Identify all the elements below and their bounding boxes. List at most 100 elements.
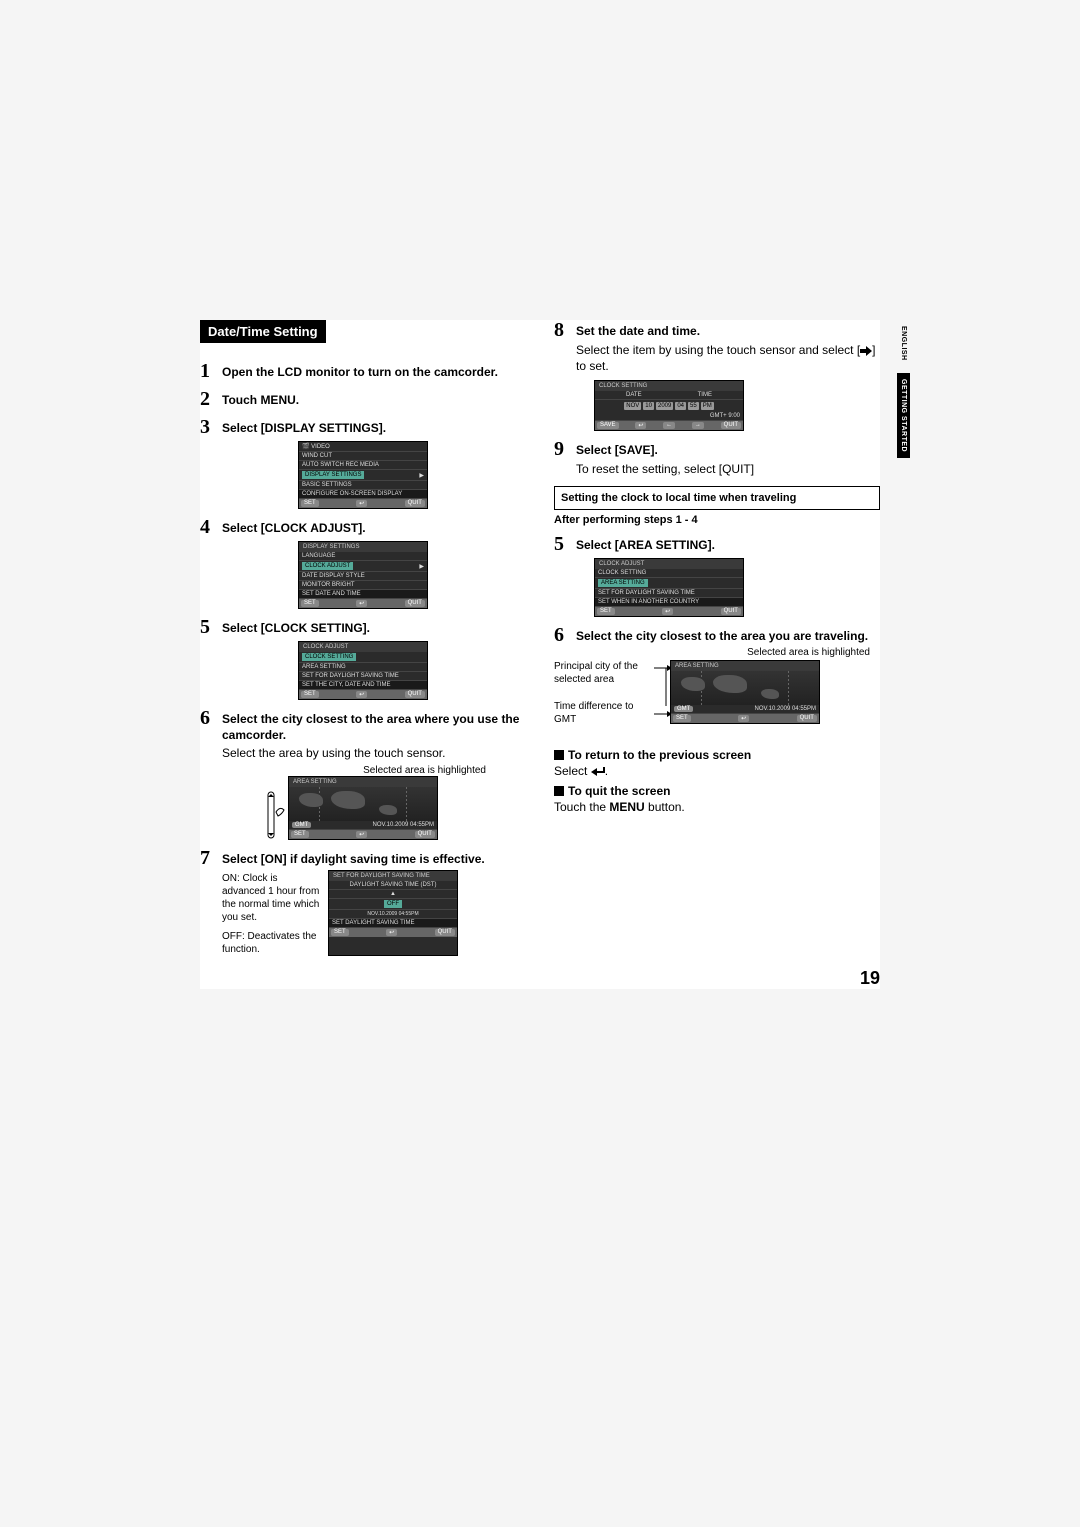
step-text: Select [CLOCK ADJUST]. — [222, 517, 366, 537]
lcd-set-button: SET — [331, 929, 349, 936]
lcd-timestamp: NOV.10.2009 04:55PM — [755, 706, 817, 712]
step-text: Select [ON] if daylight saving time is e… — [222, 848, 485, 868]
after-steps-note: After performing steps 1 - 4 — [554, 514, 880, 526]
return-icon — [591, 767, 605, 777]
step-3: 3 Select [DISPLAY SETTINGS]. — [200, 417, 526, 437]
step-number: 1 — [200, 361, 218, 381]
step-text: Select [SAVE]. — [576, 439, 658, 459]
lcd-title: DISPLAY SETTINGS — [299, 542, 427, 552]
lcd-row-highlighted: CLOCK SETTING — [302, 653, 356, 661]
square-bullet-icon — [554, 750, 564, 760]
lcd-clock-setting: CLOCK ADJUST CLOCK SETTING AREA SETTING … — [298, 641, 428, 700]
label-time-diff: Time difference to GMT — [554, 700, 644, 726]
step-5b: 5 Select [AREA SETTING]. — [554, 534, 880, 554]
lcd-row: SET THE CITY, DATE AND TIME — [302, 682, 390, 688]
lcd-row: AUTO SWITCH REC MEDIA — [302, 462, 379, 468]
step-number: 5 — [554, 534, 572, 554]
label-principal-city: Principal city of the selected area — [554, 660, 644, 686]
left-column: Date/Time Setting 1 Open the LCD monitor… — [200, 320, 526, 956]
lcd-gmt: GMT — [292, 822, 311, 828]
step-9: 9 Select [SAVE]. — [554, 439, 880, 459]
lcd-area-map-2: AREA SETTING GMT NOV.10.2009 04:55PM SET… — [670, 660, 820, 724]
lcd-seg: 04 — [675, 402, 686, 410]
lcd-quit-button: QUIT — [797, 715, 817, 722]
travel-callout: Setting the clock to local time when tra… — [554, 486, 880, 510]
step-text: Select the city closest to the area wher… — [222, 708, 526, 743]
step-6-body: Select the area by using the touch senso… — [222, 745, 526, 761]
section-header: Date/Time Setting — [200, 320, 326, 343]
lcd-set-button: SET — [597, 608, 615, 615]
step-text: Touch MENU. — [222, 389, 299, 409]
step-4: 4 Select [CLOCK ADJUST]. — [200, 517, 526, 537]
lcd-area-setting: AREA SETTING GMT NOV.10.2009 04:55PM SET… — [288, 776, 438, 840]
step-number: 6 — [554, 625, 572, 645]
lcd-title: CLOCK ADJUST — [299, 642, 427, 652]
lcd-dst: SET FOR DAYLIGHT SAVING TIME DAYLIGHT SA… — [328, 870, 458, 956]
lcd-set-button: SET — [291, 831, 309, 838]
step-5: 5 Select [CLOCK SETTING]. — [200, 617, 526, 637]
lcd-timestamp: NOV.10.2009 04:55PM — [373, 822, 435, 828]
lcd-row: BASIC SETTINGS — [302, 482, 352, 488]
lcd-row: VIDEO — [311, 444, 330, 450]
step-number: 2 — [200, 389, 218, 409]
lcd-quit-button: QUIT — [435, 929, 455, 936]
lcd-row: WIND CUT — [302, 453, 332, 459]
step-text: Select [DISPLAY SETTINGS]. — [222, 417, 386, 437]
lcd-row: SET FOR DAYLIGHT SAVING TIME — [302, 673, 399, 679]
step-9-body: To reset the setting, select [QUIT] — [576, 461, 880, 477]
lcd-quit-button: QUIT — [721, 422, 741, 429]
tab-section: GETTING STARTED — [897, 373, 910, 458]
return-note: To return to the previous screen Select … — [554, 747, 880, 779]
step-6: 6 Select the city closest to the area wh… — [200, 708, 526, 743]
lcd-save-button: SAVE — [597, 422, 619, 429]
tab-language: ENGLISH — [897, 320, 910, 367]
step-7-on-note: ON: Clock is advanced 1 hour from the no… — [222, 872, 322, 924]
lcd-seg: 55 — [688, 402, 699, 410]
step-number: 3 — [200, 417, 218, 437]
lcd-title: SET FOR DAYLIGHT SAVING TIME — [329, 871, 457, 881]
manual-page: ENGLISH GETTING STARTED Date/Time Settin… — [200, 320, 880, 989]
lcd-row: MONITOR BRIGHT — [302, 582, 355, 588]
lcd-seg: PM — [701, 402, 714, 410]
step-number: 9 — [554, 439, 572, 459]
lcd-quit-button: QUIT — [405, 500, 425, 507]
lcd-row: DAYLIGHT SAVING TIME (DST) — [350, 882, 437, 888]
lcd-set-button: SET — [301, 691, 319, 698]
right-column: 8 Set the date and time. Select the item… — [554, 320, 880, 956]
lcd-clock-adjust: DISPLAY SETTINGS LANGUAGE CLOCK ADJUST▶ … — [298, 541, 428, 609]
lcd-gmt-offset: GMT+ 9:00 — [710, 413, 740, 419]
lcd-row: SET FOR DAYLIGHT SAVING TIME — [598, 590, 695, 596]
lcd-row-highlighted: AREA SETTING — [598, 579, 648, 587]
quit-note: To quit the screen Touch the MENU button… — [554, 783, 880, 815]
lcd-quit-button: QUIT — [415, 831, 435, 838]
caption-highlight: Selected area is highlighted — [200, 765, 486, 776]
lcd-row-highlighted: DISPLAY SETTINGS — [302, 471, 364, 479]
lcd-timestamp: NOV.10.2009 04:55PM — [367, 911, 418, 917]
caption-highlight-2: Selected area is highlighted — [554, 647, 870, 658]
side-tabs: ENGLISH GETTING STARTED — [897, 320, 910, 458]
lcd-date-time: CLOCK SETTING DATE TIME NOV 10 2009 04 5… — [594, 380, 744, 431]
lcd-title: CLOCK SETTING — [595, 381, 743, 391]
step-number: 7 — [200, 848, 218, 868]
lcd-seg: 2009 — [656, 402, 673, 410]
step-text: Select the city closest to the area you … — [576, 625, 868, 645]
step-6b: 6 Select the city closest to the area yo… — [554, 625, 880, 645]
lcd-title: CLOCK ADJUST — [595, 559, 743, 569]
lcd-row: SET WHEN IN ANOTHER COUNTRY — [598, 599, 699, 605]
step-text: Open the LCD monitor to turn on the camc… — [222, 361, 498, 381]
lcd-set-button: SET — [673, 715, 691, 722]
step-2: 2 Touch MENU. — [200, 389, 526, 409]
page-number: 19 — [200, 968, 880, 989]
lcd-quit-button: QUIT — [721, 608, 741, 615]
finger-icon — [266, 790, 288, 840]
square-bullet-icon — [554, 786, 564, 796]
lcd-off: OFF — [384, 900, 402, 908]
arrow-right-icon — [860, 346, 872, 356]
lcd-area-travel: CLOCK ADJUST CLOCK SETTING AREA SETTING … — [594, 558, 744, 617]
lcd-display-settings: 🎬 VIDEO WIND CUT AUTO SWITCH REC MEDIA D… — [298, 441, 428, 509]
lcd-row: AREA SETTING — [302, 664, 346, 670]
step-7: 7 Select [ON] if daylight saving time is… — [200, 848, 526, 868]
lcd-title: AREA SETTING — [289, 777, 437, 787]
lcd-label-date: DATE — [626, 392, 642, 398]
step-1: 1 Open the LCD monitor to turn on the ca… — [200, 361, 526, 381]
